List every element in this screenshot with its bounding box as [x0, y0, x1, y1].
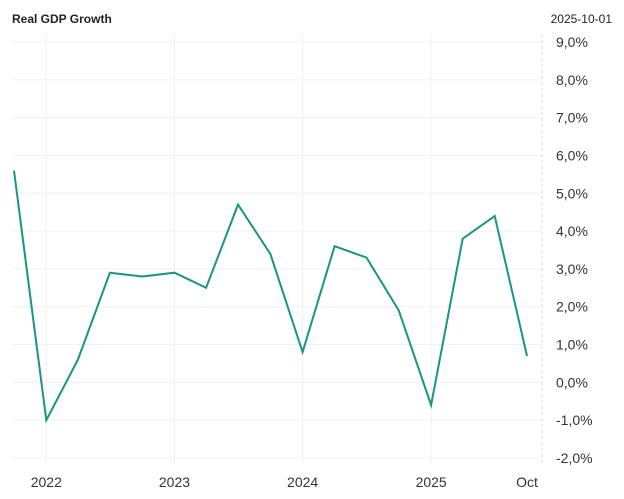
x-tick-label: 2023	[159, 474, 190, 490]
y-tick-label: -1,0%	[556, 412, 593, 428]
x-tick-label: 2022	[31, 474, 62, 490]
y-tick-label: 7,0%	[556, 110, 588, 126]
x-tick-label: 2024	[287, 474, 318, 490]
y-tick-label: 9,0%	[556, 34, 588, 50]
chart-title: Real GDP Growth	[12, 12, 112, 26]
y-tick-label: 8,0%	[556, 72, 588, 88]
x-tick-label: 2025	[416, 474, 447, 490]
y-tick-label: 6,0%	[556, 147, 588, 163]
gdp-growth-series-line	[13, 170, 528, 424]
y-tick-label: 1,0%	[556, 337, 588, 353]
y-tick-label: 4,0%	[556, 223, 588, 239]
y-tick-label: 2,0%	[556, 299, 588, 315]
y-tick-label: 3,0%	[556, 261, 588, 277]
x-tick-label: Oct	[516, 474, 538, 490]
y-tick-label: -2,0%	[556, 450, 593, 466]
y-tick-label: 5,0%	[556, 185, 588, 201]
y-tick-label: 0,0%	[556, 374, 588, 390]
current-date: 2025-10-01	[550, 12, 612, 26]
